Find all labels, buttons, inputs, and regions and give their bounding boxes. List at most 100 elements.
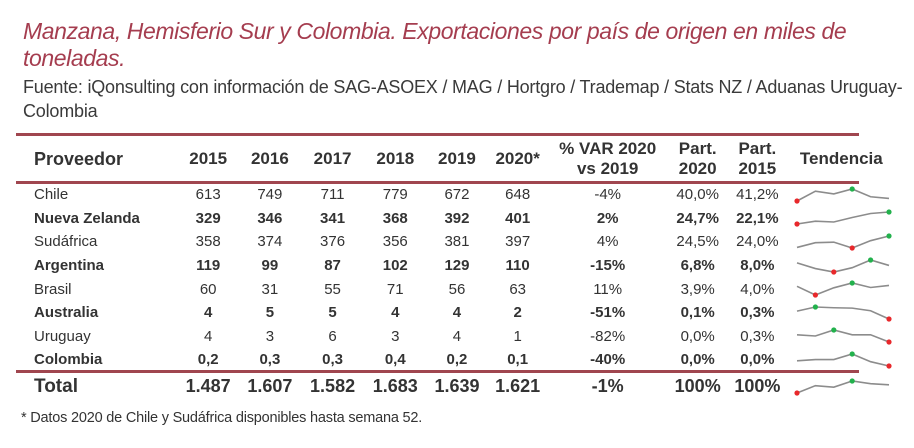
table-row: Argentina 119 99 87 102 129 110 -15% 6,8% 8,0%: [16, 254, 896, 278]
col-var-line2: vs 2019: [576, 158, 639, 178]
value-2018: 4: [391, 304, 400, 322]
part-2020: 6,8%: [680, 257, 715, 275]
value-2020: 401: [505, 209, 531, 227]
col-2019: 2019: [438, 148, 476, 168]
table-row: Colombia 0,2 0,3 0,3 0,4 0,2 0,1 -40% 0,0% 0,0%: [16, 348, 896, 372]
value-2016: 99: [261, 257, 279, 275]
value-2016: 346: [257, 209, 283, 227]
sparkline-svg: [794, 186, 889, 204]
col-proveedor: Proveedor: [34, 148, 124, 169]
trend-sparkline: [787, 181, 896, 207]
sparkline-min-marker: [886, 363, 892, 369]
part-2020: 100%: [674, 376, 721, 397]
provider-name: Colombia: [34, 351, 103, 369]
value-2020: 110: [505, 257, 530, 275]
part-2015: 0,3%: [740, 327, 775, 345]
total-row: Total 1.487 1.607 1.582 1.683 1.639 1.621 -1% 10…: [16, 372, 896, 402]
sparkline-svg: [796, 351, 892, 369]
trend-sparkline: [787, 325, 896, 349]
source-note: Fuente: iQonsulting con información de S…: [23, 77, 903, 121]
provider-name: Uruguay: [34, 327, 91, 345]
col-2018: 2018: [376, 148, 415, 168]
var-2020-vs-2019: -40%: [590, 351, 626, 369]
value-2020: 63: [509, 280, 526, 298]
var-2020-vs-2019: -1%: [591, 376, 624, 397]
trend-sparkline: [787, 348, 896, 372]
sparkline-min-marker: [794, 390, 800, 396]
sparkline-line: [796, 211, 889, 226]
value-2018: 0,4: [384, 351, 406, 369]
value-2019: 56: [448, 280, 466, 298]
sparkline-line: [796, 258, 889, 273]
sparkline-line: [796, 235, 889, 249]
sparkline-max-marker: [886, 209, 892, 215]
provider-name: Nueva Zelanda: [34, 209, 140, 227]
value-2017: 87: [324, 257, 341, 275]
value-2017: 6: [328, 327, 337, 345]
sparkline-svg: [794, 378, 889, 396]
page-title: Manzana, Hemisferio Sur y Colombia. Expo…: [23, 18, 847, 71]
value-2015: 1.487: [185, 376, 231, 397]
value-2020: 648: [505, 186, 531, 204]
var-2020-vs-2019: 11%: [593, 280, 623, 298]
var-2020-vs-2019: -82%: [590, 327, 626, 345]
value-2015: 0,2: [197, 351, 219, 369]
value-2020: 0,1: [507, 351, 529, 369]
value-2019: 4: [452, 327, 462, 345]
part-2020: 0,0%: [680, 327, 715, 345]
value-2015: 60: [199, 280, 217, 298]
col-var: % VAR 2020 vs 2019: [548, 136, 667, 181]
value-2017: 0,3: [322, 351, 343, 369]
table-row: Uruguay 4 3 6 3 4 1 -82% 0,0% 0,3%: [16, 325, 896, 349]
provider-name: Australia: [34, 304, 99, 322]
sparkline-svg: [796, 327, 892, 345]
value-2016: 0,3: [259, 351, 281, 369]
trend-sparkline: [787, 372, 896, 402]
table-top-rule: [16, 133, 859, 136]
value-2015: 329: [195, 209, 221, 227]
sparkline-max-marker: [812, 304, 818, 310]
col-part-2015-line1: Part.: [738, 138, 777, 158]
trend-sparkline: [787, 230, 896, 254]
col-2016: 2016: [250, 148, 289, 168]
col-part-2015-line2: 2015: [738, 158, 777, 178]
value-2020: 1.621: [495, 376, 541, 397]
var-2020-vs-2019: -51%: [590, 304, 626, 322]
value-2016: 1.607: [247, 376, 293, 397]
value-2017: 711: [320, 186, 345, 204]
var-2020-vs-2019: -15%: [590, 257, 626, 275]
provider-name: Chile: [34, 186, 69, 204]
provider-name: Brasil: [34, 280, 72, 298]
sparkline-min-marker: [886, 316, 892, 322]
value-2018: 779: [382, 186, 408, 204]
value-2020: 397: [505, 233, 531, 251]
part-2020: 0,0%: [680, 351, 715, 369]
sparkline-max-marker: [886, 233, 892, 239]
value-2015: 4: [204, 304, 213, 322]
var-2020-vs-2019: 2%: [596, 209, 619, 227]
sparkline-max-marker: [849, 378, 855, 384]
sparkline-line: [796, 187, 889, 202]
value-2019: 392: [444, 209, 470, 227]
value-2017: 5: [328, 304, 337, 322]
sparkline-min-marker: [794, 221, 800, 227]
value-2017: 341: [320, 209, 346, 227]
value-2015: 613: [195, 186, 221, 204]
sparkline-svg: [794, 209, 892, 227]
value-2018: 3: [391, 327, 400, 345]
table-row: Sudáfrica 358 374 376 356 381 397 4% 24,5% 24,0%: [16, 230, 896, 254]
value-2019: 672: [444, 186, 470, 204]
col-tendencia: Tendencia: [799, 148, 883, 168]
sparkline-max-marker: [849, 186, 855, 192]
col-2017: 2017: [313, 148, 352, 168]
trend-sparkline: [787, 277, 896, 301]
sparkline-min-marker: [794, 198, 800, 204]
sparkline-max-marker: [867, 256, 873, 263]
header-bottom-rule: [16, 181, 859, 184]
var-2020-vs-2019: -4%: [594, 186, 622, 204]
part-2020: 0,1%: [680, 304, 715, 322]
table-row: Australia 4 5 5 4 4 2 -51% 0,1% 0,3%: [16, 301, 896, 325]
value-2019: 4: [452, 304, 462, 322]
col-part-2020-line2: 2020: [678, 158, 717, 178]
sparkline-svg: [796, 280, 889, 298]
